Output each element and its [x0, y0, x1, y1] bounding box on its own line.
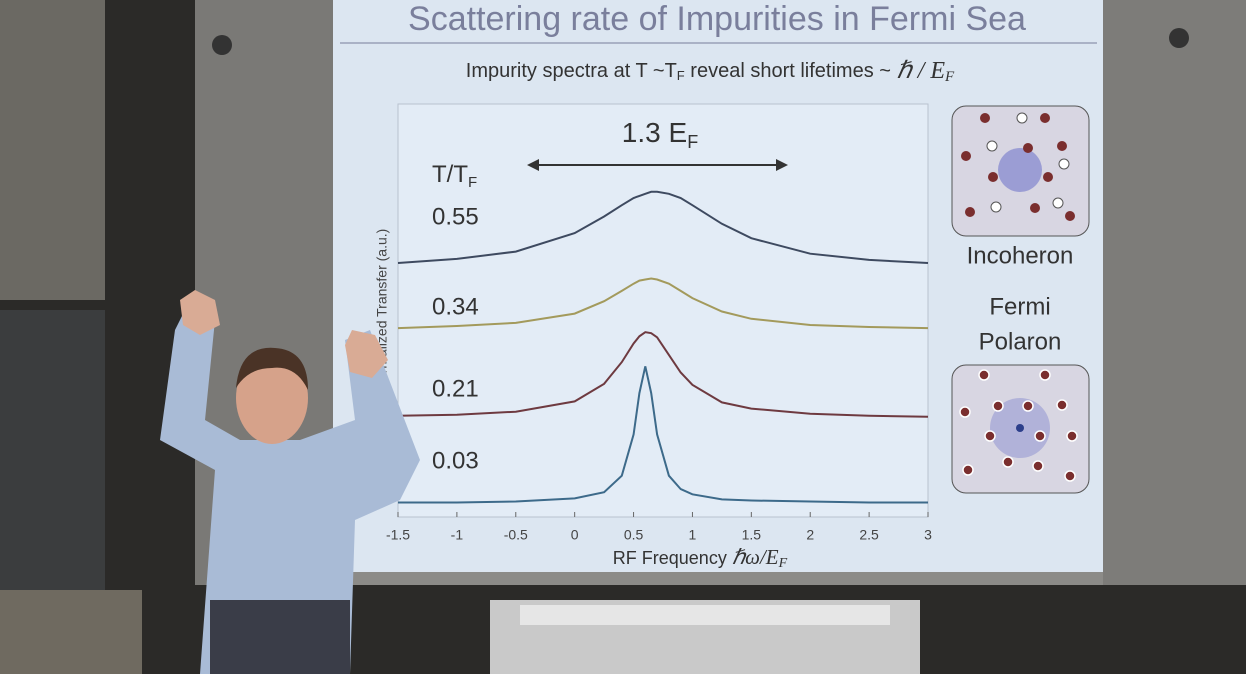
x-tick-label: -1.5 — [386, 527, 410, 543]
subtitle-sub: F — [944, 69, 955, 85]
dressed-fermions — [959, 369, 1078, 482]
x-tick-label: -1 — [451, 527, 464, 543]
series-line — [397, 190, 929, 264]
wall — [0, 0, 105, 300]
x-tick-label: 0 — [571, 527, 579, 543]
polaron-label: Fermi — [989, 293, 1050, 320]
x-tick-label: 1.5 — [742, 527, 762, 543]
annotation-text: 1.3 E — [622, 117, 687, 148]
legend-title-text: T/T — [432, 161, 468, 188]
series-label: 0.03 — [432, 447, 479, 474]
annotation-sub: F — [687, 132, 698, 152]
speaker — [160, 290, 420, 674]
window — [0, 310, 105, 590]
plot-area — [397, 103, 929, 518]
x-tick-label: 2.5 — [859, 527, 879, 543]
trousers — [210, 600, 350, 674]
annotation: 1.3 EF — [622, 117, 698, 151]
x-label-sub: F — [778, 556, 788, 571]
subtitle-sub: F — [677, 68, 685, 83]
x-tick-label: 3 — [924, 527, 932, 543]
series-line — [398, 366, 928, 504]
impurity-cloud — [998, 148, 1042, 192]
x-label-math: ℏω/E — [732, 545, 779, 569]
x-tick-label: 1 — [689, 527, 697, 543]
series-line — [397, 277, 929, 330]
screen-edge — [1103, 0, 1246, 585]
series-label: 0.21 — [432, 375, 479, 402]
fermions — [961, 113, 1075, 221]
hair — [236, 347, 308, 390]
impurity — [1016, 424, 1024, 432]
subtitle-math: ℏ / E — [897, 58, 946, 84]
hand — [180, 290, 220, 335]
hand — [345, 330, 388, 378]
legend-title-sub: F — [468, 174, 477, 191]
head — [236, 352, 308, 444]
polaron-label: Polaron — [979, 328, 1062, 355]
x-label-text: RF Frequency — [613, 548, 732, 568]
chart-layer: -1.5 -1 -0.5 0 0.5 1 1.5 2 2.5 3 0.55 0.34 0.21 0.03 — [386, 190, 932, 543]
subtitle-text: reveal short lifetimes ~ — [685, 60, 897, 82]
series-label: 0.34 — [432, 293, 479, 320]
podium — [0, 590, 142, 674]
x-tick-label: -0.5 — [504, 527, 528, 543]
slide-subtitle: Impurity spectra at T ~TF reveal short l… — [466, 58, 955, 86]
screen-hook — [212, 35, 232, 55]
holes — [986, 112, 1070, 213]
x-tick-label: 2 — [806, 527, 814, 543]
x-tick-label: 0.5 — [624, 527, 644, 543]
subtitle-text: Impurity spectra at T ~T — [466, 60, 677, 82]
legend-title: T/TF — [432, 161, 477, 191]
board-window — [520, 605, 890, 625]
slide-title: Scattering rate of Impurities in Fermi S… — [408, 0, 1026, 38]
series-label: 0.55 — [432, 203, 479, 230]
screen-hook — [1169, 28, 1189, 48]
x-axis-label: RF Frequency ℏω/EF — [613, 545, 788, 571]
series-line — [397, 331, 929, 418]
shirt — [160, 300, 420, 674]
incoheron-label: Incoheron — [967, 242, 1074, 269]
